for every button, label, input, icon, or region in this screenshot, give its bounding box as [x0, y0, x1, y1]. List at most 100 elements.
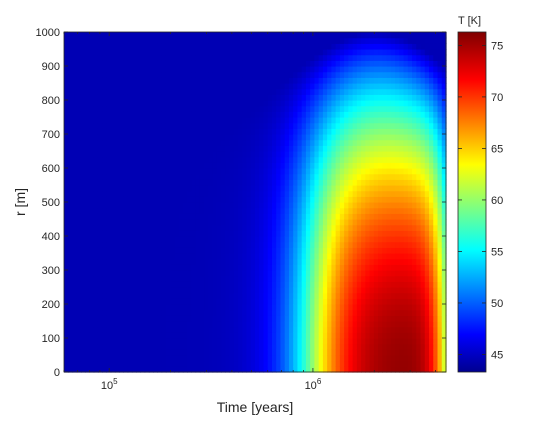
heatmap-cell: [97, 94, 103, 101]
heatmap-cell: [373, 105, 379, 112]
heatmap-cell: [208, 60, 214, 67]
heatmap-cell: [199, 60, 205, 67]
heatmap-cell: [250, 355, 256, 362]
heatmap-cell: [246, 270, 252, 277]
heatmap-cell: [369, 134, 375, 141]
heatmap-cell: [246, 202, 252, 209]
heatmap-cell: [327, 196, 332, 203]
heatmap-cell: [204, 196, 209, 203]
heatmap-cell: [123, 292, 129, 299]
heatmap-cell: [271, 134, 277, 141]
heatmap-cell: [365, 338, 371, 345]
heatmap-cell: [369, 162, 375, 169]
heatmap-cell: [144, 366, 150, 373]
heatmap-cell: [212, 366, 218, 373]
heatmap-cell: [68, 332, 74, 339]
heatmap-cell: [255, 71, 260, 78]
heatmap-cell: [148, 60, 154, 67]
heatmap-cell: [161, 275, 167, 282]
heatmap-cell: [250, 179, 256, 186]
heatmap-cell: [271, 168, 277, 175]
heatmap-cell: [161, 145, 167, 152]
heatmap-cell: [68, 151, 74, 158]
heatmap-cell: [361, 264, 366, 271]
heatmap-cell: [212, 37, 218, 44]
heatmap-cell: [204, 213, 209, 220]
heatmap-cell: [229, 230, 235, 237]
heatmap-cell: [89, 156, 95, 163]
heatmap-cell: [365, 360, 371, 367]
heatmap-cell: [318, 49, 324, 56]
heatmap-cell: [412, 253, 417, 260]
heatmap-cell: [208, 32, 214, 39]
heatmap-cell: [68, 287, 74, 294]
heatmap-cell: [131, 94, 137, 101]
heatmap-cell: [225, 321, 231, 328]
heatmap-cell: [170, 179, 175, 186]
heatmap-cell: [369, 117, 375, 124]
heatmap-cell: [119, 321, 125, 328]
heatmap-cell: [335, 49, 341, 56]
heatmap-cell: [187, 111, 192, 118]
heatmap-cell: [153, 253, 158, 260]
heatmap-cell: [348, 117, 354, 124]
heatmap-cell: [229, 349, 235, 356]
heatmap-cell: [407, 173, 413, 180]
heatmap-cell: [373, 128, 379, 135]
heatmap-cell: [102, 343, 108, 350]
heatmap-cell: [365, 77, 371, 84]
heatmap-cell: [412, 179, 417, 186]
heatmap-cell: [280, 179, 286, 186]
heatmap-cell: [233, 94, 239, 101]
heatmap-cell: [297, 60, 303, 67]
heatmap-cell: [212, 105, 218, 112]
heatmap-cell: [106, 224, 112, 231]
heatmap-cell: [305, 258, 311, 265]
heatmap-cell: [170, 117, 175, 124]
heatmap-cell: [331, 49, 337, 56]
heatmap-cell: [89, 37, 95, 44]
heatmap-cell: [238, 304, 243, 311]
heatmap-cell: [89, 224, 95, 231]
heatmap-cell: [216, 117, 222, 124]
heatmap-cell: [242, 247, 248, 254]
heatmap-cell: [178, 298, 184, 305]
heatmap-cell: [229, 275, 235, 282]
heatmap-cell: [267, 230, 273, 237]
heatmap-cell: [80, 196, 86, 203]
heatmap-cell: [216, 360, 222, 367]
heatmap-cell: [305, 66, 311, 73]
heatmap-cell: [80, 105, 86, 112]
heatmap-cell: [140, 349, 146, 356]
heatmap-cell: [365, 281, 371, 288]
heatmap-cell: [310, 326, 316, 333]
heatmap-cell: [64, 236, 69, 243]
heatmap-cell: [284, 139, 290, 146]
heatmap-cell: [221, 128, 226, 135]
heatmap-cell: [106, 338, 112, 345]
heatmap-cell: [97, 185, 103, 192]
heatmap-cell: [119, 151, 125, 158]
heatmap-cell: [395, 168, 400, 175]
heatmap-cell: [165, 304, 171, 311]
heatmap-cell: [191, 298, 197, 305]
heatmap-cell: [199, 281, 205, 288]
heatmap-cell: [356, 49, 362, 56]
heatmap-cell: [310, 236, 316, 243]
heatmap-cell: [305, 213, 311, 220]
heatmap-cell: [352, 309, 358, 316]
heatmap-cell: [208, 247, 214, 254]
heatmap-cell: [310, 185, 316, 192]
heatmap-cell: [140, 156, 146, 163]
heatmap-cell: [93, 156, 99, 163]
heatmap-cell: [250, 156, 256, 163]
heatmap-cell: [331, 253, 337, 260]
heatmap-cell: [127, 253, 133, 260]
heatmap-cell: [305, 156, 311, 163]
heatmap-cell: [305, 185, 311, 192]
heatmap-cell: [293, 173, 299, 180]
heatmap-cell: [93, 43, 99, 50]
heatmap-cell: [140, 253, 146, 260]
heatmap-cell: [89, 236, 95, 243]
heatmap-cell: [365, 230, 371, 237]
